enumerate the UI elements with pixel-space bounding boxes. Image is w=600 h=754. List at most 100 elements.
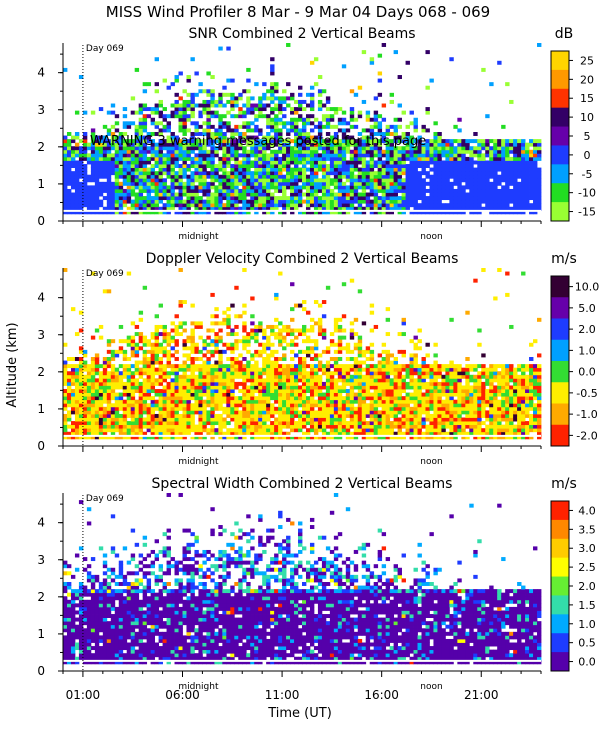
heatmap-cell: [342, 200, 346, 204]
heatmap-cell: [350, 164, 354, 168]
heatmap-cell: [414, 121, 418, 125]
heatmap-cell: [194, 428, 198, 432]
heatmap-cell: [163, 414, 167, 418]
heatmap-cell: [186, 414, 190, 418]
heatmap-cell: [83, 193, 87, 197]
heatmap-cell: [67, 193, 71, 197]
heatmap-cell: [338, 329, 342, 333]
heatmap-cell: [151, 111, 155, 115]
heatmap-cell: [254, 325, 258, 329]
heatmap-cell: [282, 185, 286, 189]
heatmap-cell: [190, 304, 194, 308]
heatmap-cell: [179, 175, 183, 179]
heatmap-cell: [222, 382, 226, 386]
heatmap-cell: [254, 178, 258, 182]
heatmap-cell: [226, 125, 230, 129]
heatmap-cell: [406, 125, 410, 129]
heatmap-cell: [406, 168, 410, 172]
heatmap-cell: [290, 193, 294, 197]
heatmap-cell: [131, 428, 135, 432]
heatmap-cell: [314, 153, 318, 157]
heatmap-cell: [234, 171, 238, 175]
heatmap-cell: [103, 410, 107, 414]
heatmap-cell: [210, 368, 214, 372]
heatmap-cell: [151, 418, 155, 422]
heatmap-cell: [95, 418, 99, 422]
heatmap-cell: [290, 157, 294, 161]
heatmap-cell: [346, 375, 350, 379]
heatmap-cell: [210, 425, 214, 429]
heatmap-cell: [433, 143, 437, 147]
heatmap-cell: [175, 164, 179, 168]
heatmap-cell: [119, 168, 123, 172]
heatmap-cell: [242, 410, 246, 414]
heatmap-cell: [242, 393, 246, 397]
heatmap-cell: [171, 428, 175, 432]
heatmap-cell: [159, 160, 163, 164]
heatmap-cell: [354, 150, 358, 154]
heatmap-cell: [171, 407, 175, 411]
heatmap-cell: [306, 118, 310, 122]
heatmap-cell: [270, 350, 274, 354]
heatmap-cell: [79, 382, 83, 386]
heatmap-cell: [270, 200, 274, 204]
heatmap-cell: [71, 428, 75, 432]
heatmap-cell: [386, 193, 390, 197]
heatmap-cell: [159, 193, 163, 197]
heatmap-cell: [537, 193, 541, 197]
heatmap-cell: [529, 153, 533, 157]
heatmap-cell: [194, 378, 198, 382]
heatmap-cell: [322, 153, 326, 157]
heatmap-cell: [139, 414, 143, 418]
heatmap-cell: [521, 168, 525, 172]
heatmap-cell: [294, 171, 298, 175]
heatmap-cell: [274, 128, 278, 132]
heatmap-cell: [179, 107, 183, 111]
heatmap-cell: [366, 150, 370, 154]
heatmap-cell: [322, 385, 326, 389]
heatmap-cell: [171, 400, 175, 404]
heatmap-cell: [222, 350, 226, 354]
heatmap-cell: [167, 361, 171, 365]
heatmap-cell: [306, 157, 310, 161]
heatmap-cell: [481, 171, 485, 175]
heatmap-cell: [338, 153, 342, 157]
heatmap-cell: [274, 364, 278, 368]
heatmap-cell: [198, 403, 202, 407]
heatmap-cell: [163, 385, 167, 389]
heatmap-cell: [481, 189, 485, 193]
heatmap-cell: [274, 171, 278, 175]
heatmap-cell: [266, 400, 270, 404]
heatmap-cell: [481, 196, 485, 200]
heatmap-cell: [139, 382, 143, 386]
heatmap-cell: [242, 182, 246, 186]
heatmap-cell: [143, 121, 147, 125]
heatmap-cell: [163, 336, 167, 340]
heatmap-cell: [362, 421, 366, 425]
heatmap-cell: [75, 385, 79, 389]
heatmap-cell: [87, 178, 91, 182]
heatmap-cell: [139, 311, 143, 315]
heatmap-cell: [465, 143, 469, 147]
heatmap-cell: [119, 364, 123, 368]
heatmap-cell: [135, 332, 139, 336]
heatmap-cell: [302, 168, 306, 172]
heatmap-cell: [155, 125, 159, 129]
heatmap-cell: [171, 111, 175, 115]
heatmap-cell: [246, 164, 250, 168]
heatmap-cell: [525, 193, 529, 197]
heatmap-cell: [254, 368, 258, 372]
heatmap-cell: [242, 153, 246, 157]
heatmap-cell: [270, 178, 274, 182]
heatmap-cell: [366, 346, 370, 350]
heatmap-cell: [238, 396, 242, 400]
heatmap-cell: [306, 428, 310, 432]
heatmap-cell: [302, 414, 306, 418]
heatmap-cell: [302, 307, 306, 311]
heatmap-cell: [278, 118, 282, 122]
heatmap-cell: [155, 89, 159, 93]
heatmap-cell: [537, 153, 541, 157]
heatmap-cell: [238, 421, 242, 425]
heatmap-cell: [533, 164, 537, 168]
heatmap-cell: [107, 375, 111, 379]
